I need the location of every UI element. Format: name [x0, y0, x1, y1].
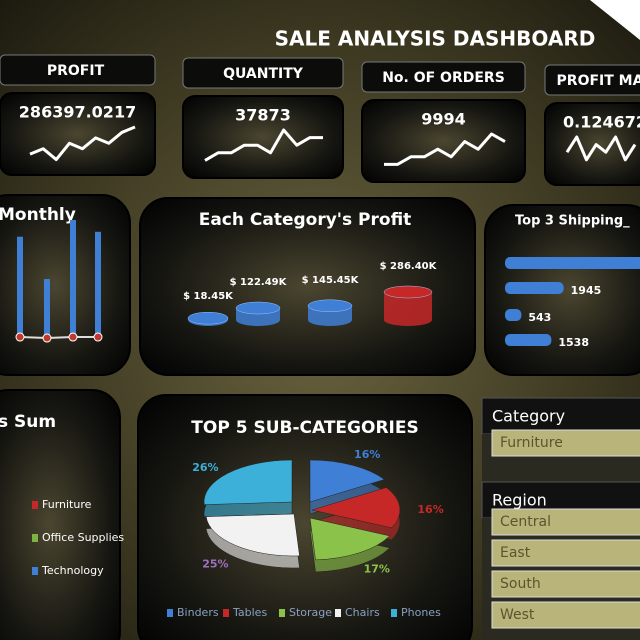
slicer-item-label[interactable]: Central	[500, 514, 551, 530]
value-label: 1538	[558, 336, 589, 349]
legend-label: Phones	[401, 606, 441, 619]
bar	[505, 334, 552, 346]
line	[19, 336, 98, 340]
chart-title: TOP 5 SUB-CATEGORIES	[191, 418, 418, 438]
slicer-item-label[interactable]: West	[500, 607, 535, 623]
legend-label: Technology	[41, 564, 104, 577]
legend-swatch	[167, 609, 173, 617]
bar	[17, 236, 23, 340]
cylinder-top	[235, 301, 281, 315]
value-label: 1945	[571, 284, 602, 297]
cylinder-top	[383, 285, 433, 299]
slicer-item-label[interactable]: East	[500, 545, 531, 561]
legend-label: Tables	[232, 606, 267, 619]
legend-label: Chairs	[345, 606, 380, 619]
value-label: $ 122.49K	[230, 277, 288, 288]
kpi-value: 37873	[235, 106, 291, 125]
legend-label: Storage	[289, 606, 332, 619]
slicer-item[interactable]	[491, 429, 640, 457]
panel	[0, 389, 121, 640]
line-point	[68, 332, 78, 342]
sparkline	[29, 125, 136, 162]
slicer-item-label[interactable]: Furniture	[500, 435, 563, 451]
sparkline	[384, 132, 506, 166]
panel	[544, 102, 640, 186]
cylinder-top	[187, 311, 229, 325]
legend-swatch	[32, 501, 38, 509]
pie-slice	[309, 459, 385, 503]
legend-swatch	[223, 609, 229, 617]
legend-label: Binders	[177, 606, 219, 619]
kpi-value: 0.124672	[563, 113, 640, 132]
slicer-title: Region	[492, 491, 547, 510]
bar	[95, 231, 101, 340]
kpi-value: 286397.0217	[19, 103, 136, 122]
pie-slice	[205, 513, 300, 557]
value-label: 17%	[364, 563, 390, 576]
chart-title: s Sum	[0, 412, 56, 432]
value-label: 543	[528, 311, 551, 324]
panel	[139, 197, 476, 376]
bar	[505, 257, 640, 269]
legend-swatch	[335, 609, 341, 617]
value-label: $ 145.45K	[302, 275, 360, 286]
value-label: $ 18.45K	[183, 291, 234, 302]
slicer-title: Category	[492, 407, 565, 426]
slicer-header	[481, 397, 640, 435]
bar	[505, 309, 522, 321]
kpi-label: No. OF ORDERS	[382, 70, 505, 86]
value-label: $ 286.40K	[380, 261, 438, 272]
line-point	[42, 333, 52, 343]
chart-title: Top 3 Shipping_	[515, 214, 630, 229]
legend-swatch	[279, 609, 285, 617]
panel	[137, 394, 473, 640]
sparkline	[204, 128, 323, 162]
kpi-label: PROFIT MA	[557, 73, 640, 89]
kpi-label-box	[544, 64, 640, 96]
sparkline	[565, 135, 637, 162]
bar	[505, 282, 564, 294]
panel	[182, 95, 344, 179]
legend-swatch	[32, 567, 38, 575]
bar	[44, 279, 50, 340]
cylinder-top	[307, 299, 353, 313]
legend-label: Office Supplies	[42, 531, 124, 544]
pie-slice	[309, 517, 391, 561]
legend-swatch	[32, 534, 38, 542]
pie-slice	[311, 487, 401, 529]
panel	[0, 92, 156, 176]
kpi-label: QUANTITY	[223, 66, 304, 82]
kpi-label: PROFIT	[47, 63, 105, 79]
value-label: 25%	[202, 557, 228, 570]
slicer-item-label[interactable]: South	[500, 576, 541, 592]
legend-label: Furniture	[42, 498, 92, 511]
value-label: 16%	[354, 448, 380, 461]
kpi-label-box	[182, 57, 344, 89]
slicer-item[interactable]	[491, 539, 640, 567]
pie-slice	[203, 459, 293, 505]
chart-title: Each Category's Profit	[199, 210, 412, 230]
cylinder	[384, 292, 432, 326]
value-label: 26%	[192, 461, 218, 474]
line-point	[15, 332, 25, 342]
kpi-value: 9994	[421, 110, 466, 129]
kpi-label-box	[0, 54, 156, 86]
dashboard-title: SALE ANALYSIS DASHBOARD	[275, 27, 596, 51]
slicer-item[interactable]	[491, 570, 640, 598]
bar	[70, 220, 76, 340]
value-label: 16%	[417, 503, 443, 516]
line-point	[93, 332, 103, 342]
kpi-label-box	[361, 61, 526, 93]
slicer-item[interactable]	[491, 508, 640, 536]
chart-title: Monthly	[0, 205, 76, 225]
slicer-item[interactable]	[491, 601, 640, 629]
legend-swatch	[391, 609, 397, 617]
